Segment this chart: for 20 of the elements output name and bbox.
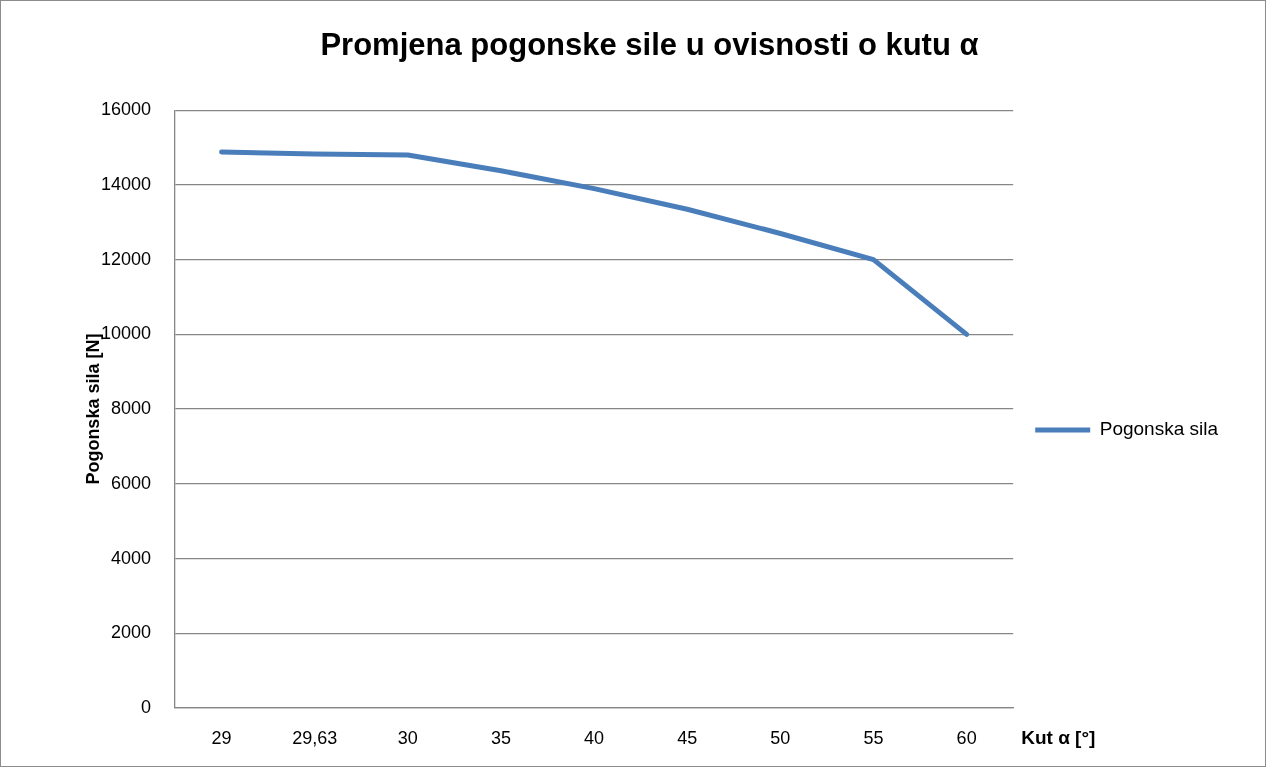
x-tick-label: 30 — [397, 727, 418, 748]
x-tick-label: 29 — [211, 727, 232, 748]
x-tick-label: 35 — [490, 727, 511, 748]
x-tick-label: 40 — [584, 727, 605, 748]
y-tick-label: 14000 — [100, 173, 151, 194]
x-axis-title: Kut α [°] — [1021, 727, 1096, 749]
y-tick-label: 4000 — [110, 547, 151, 568]
x-tick-label: 60 — [956, 727, 977, 748]
x-tick-label: 55 — [863, 727, 884, 748]
chart-title: Promjena pogonske sile u ovisnosti o kutu α — [320, 27, 979, 63]
x-tick-label: 29,63 — [292, 727, 338, 748]
x-tick-label: 45 — [677, 727, 698, 748]
y-tick-label: 12000 — [100, 248, 151, 269]
legend-label: Pogonska sila — [1099, 418, 1219, 440]
y-tick-label: 16000 — [100, 99, 151, 120]
x-tick-label: 50 — [770, 727, 791, 748]
y-tick-label: 2000 — [110, 622, 151, 643]
y-tick-label: 8000 — [110, 398, 151, 419]
y-tick-label: 6000 — [110, 472, 151, 493]
y-tick-label: 0 — [140, 696, 151, 717]
